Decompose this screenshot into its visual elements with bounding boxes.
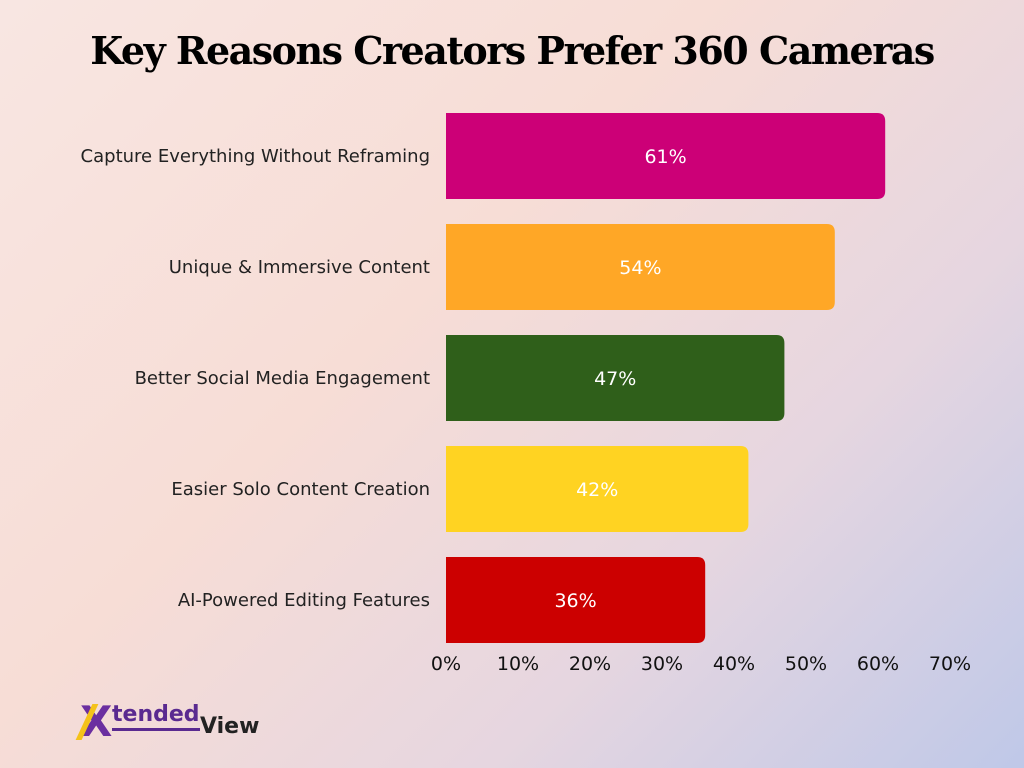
bars <box>446 113 886 643</box>
bar <box>446 557 706 643</box>
x-axis-ticks: 0% 10% 20% 30% 40% 50% 60% 70% <box>431 653 971 675</box>
x-tick-label: 70% <box>929 653 971 675</box>
x-tick-label: 40% <box>713 653 755 675</box>
x-tick-label: 10% <box>497 653 539 675</box>
x-tick-label: 60% <box>857 653 899 675</box>
category-label: AI-Powered Editing Features <box>178 590 430 611</box>
category-label: Easier Solo Content Creation <box>171 479 430 500</box>
value-labels: 61% 54% 47% 42% 36% <box>554 146 686 612</box>
bar <box>446 113 886 199</box>
data-label: 36% <box>554 590 596 612</box>
category-label: Capture Everything Without Reframing <box>81 146 430 167</box>
brand-name-part1: tended <box>112 702 200 731</box>
logo-x-mark: X <box>80 697 113 746</box>
bar <box>446 335 785 421</box>
chart-title: Key Reasons Creators Prefer 360 Cameras <box>90 28 935 73</box>
data-label: 42% <box>576 479 618 501</box>
x-tick-label: 0% <box>431 653 461 675</box>
category-label: Unique & Immersive Content <box>169 257 430 278</box>
category-labels: Capture Everything Without Reframing Uniq… <box>81 146 430 611</box>
data-label: 54% <box>619 257 661 279</box>
category-label: Better Social Media Engagement <box>135 368 430 389</box>
x-tick-label: 50% <box>785 653 827 675</box>
x-tick-label: 30% <box>641 653 683 675</box>
brand-name-part2: View <box>200 714 260 739</box>
data-label: 47% <box>594 368 636 390</box>
bar <box>446 446 749 532</box>
x-tick-label: 20% <box>569 653 611 675</box>
brand-logo: X tended View <box>80 700 280 744</box>
data-label: 61% <box>644 146 686 168</box>
bar <box>446 224 835 310</box>
